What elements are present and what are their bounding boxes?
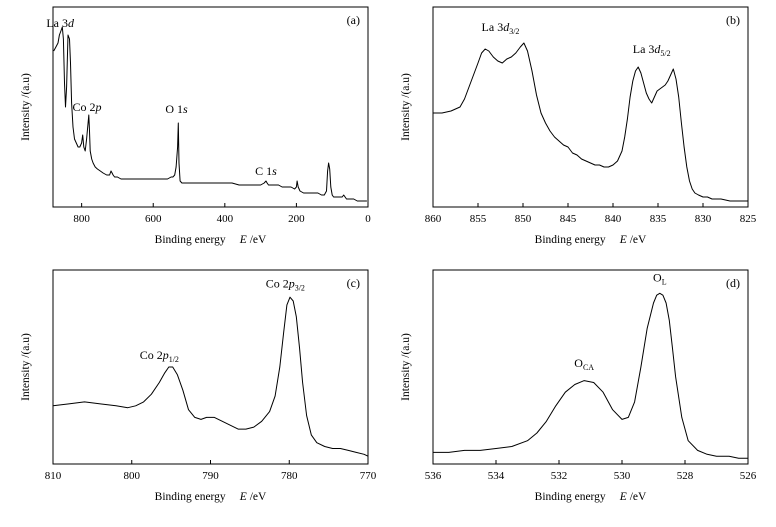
peak-annotation-text: La 3 (633, 42, 655, 56)
x-axis-label-unit: /eV (250, 491, 267, 503)
x-tick-label-b: 825 (740, 213, 757, 225)
x-axis-label-unit: /eV (630, 491, 647, 503)
peak-annotation-subscript: 5/2 (660, 49, 670, 58)
y-axis-label-a: Intensity /(a.u) (20, 73, 32, 141)
x-axis-label-text: Binding energy (155, 234, 226, 246)
peak-annotation-subscript: 3/2 (295, 283, 305, 292)
x-tick-label-c: 780 (281, 470, 298, 482)
x-axis-label-d: Binding energy E/eV (535, 491, 647, 503)
x-tick-label-c: 800 (124, 470, 141, 482)
plot-frame-a (52, 6, 369, 208)
peak-annotation-orbital: s (272, 164, 277, 178)
peak-annotation-orbital: d (654, 42, 661, 56)
x-tick-label-b: 840 (605, 213, 622, 225)
panel-a: 800 600 400 200 0 (a) Intensity /(a.u) Binding … (0, 0, 388, 263)
peak-annotation-text: O (653, 271, 662, 285)
peak-annotation-orbital: d (68, 16, 75, 30)
chart-d: 536 534 532 530 528 526 (d) Intensity /(a.u) Bin… (400, 269, 757, 503)
peak-annotation-d: OL (653, 271, 667, 287)
panel-label-a: (a) (347, 13, 360, 27)
plot-frame-d (432, 269, 749, 465)
peak-annotation-a: C 1s (255, 164, 277, 178)
x-axis-label-c: Binding energy E/eV (155, 491, 267, 503)
peak-annotation-orbital: p (95, 100, 102, 114)
peak-annotation-text: O (574, 356, 583, 370)
x-tick-label-b: 855 (470, 213, 487, 225)
x-tick-label-a: 800 (73, 213, 90, 225)
x-tick-label-a: 600 (145, 213, 162, 225)
peak-annotation-subscript: 3/2 (509, 27, 519, 36)
x-tick-label-d: 536 (425, 470, 442, 482)
spectrum-line-d (433, 292, 748, 459)
peak-annotation-a: La 3d (46, 16, 75, 30)
peak-annotation-subscript: 1/2 (169, 355, 179, 364)
plot-frame-b (432, 6, 749, 208)
peak-annotation-text: La 3 (482, 20, 504, 34)
peak-annotation-b: La 3d3/2 (482, 20, 520, 36)
panel-label-c: (c) (347, 276, 360, 290)
x-tick-label-b: 830 (695, 213, 712, 225)
x-tick-label-a: 200 (288, 213, 305, 225)
chart-c: 810 800 790 780 770 (c) Intensity /(a.u) Bindin… (20, 269, 377, 503)
peak-annotation-text: La 3 (46, 16, 68, 30)
x-tick-label-c: 810 (45, 470, 62, 482)
peak-annotation-orbital: s (183, 102, 188, 116)
peak-annotation-subscript: L (662, 278, 667, 287)
x-tick-label-d: 532 (551, 470, 568, 482)
y-axis-label-c: Intensity /(a.u) (20, 333, 32, 401)
peak-annotation-subscript: CA (583, 363, 594, 372)
x-tick-label-a: 400 (217, 213, 234, 225)
x-axis-label-var: E (619, 491, 627, 503)
x-axis-label-text: Binding energy (155, 491, 226, 503)
x-tick-label-c: 790 (202, 470, 219, 482)
x-tick-label-b: 850 (515, 213, 532, 225)
peak-annotation-orbital: p (288, 276, 295, 290)
peak-annotation-orbital: d (503, 20, 510, 34)
peak-annotation-d: OCA (574, 356, 594, 372)
x-axis-label-text: Binding energy (535, 234, 606, 246)
y-axis-label-d: Intensity /(a.u) (400, 333, 412, 401)
y-axis-label-b: Intensity /(a.u) (400, 73, 412, 141)
x-tick-label-d: 530 (614, 470, 631, 482)
panel-label-b: (b) (726, 13, 740, 27)
peak-annotation-b: La 3d5/2 (633, 42, 671, 58)
peak-annotation-orbital: p (162, 348, 169, 362)
panel-label-d: (d) (726, 276, 740, 290)
spectrum-line-c (52, 296, 369, 457)
peak-annotation-text: O 1 (165, 102, 183, 116)
peak-annotation-c: Co 2p3/2 (266, 276, 305, 292)
x-tick-label-b: 835 (650, 213, 667, 225)
peak-annotation-text: C 1 (255, 164, 272, 178)
x-axis-label-var: E (619, 234, 627, 246)
x-axis-label-unit: /eV (250, 234, 267, 246)
x-tick-label-c: 770 (360, 470, 377, 482)
x-tick-label-a: 0 (365, 213, 371, 225)
peak-annotation-text: Co 2 (72, 100, 95, 114)
peak-annotation-a: O 1s (165, 102, 188, 116)
panel-b: 860 855 850 845 840 835 830 825 (b) Intensity /(a… (388, 0, 776, 263)
x-axis-label-b: Binding energy E/eV (535, 234, 647, 246)
spectrum-line-a (53, 26, 367, 202)
spectrum-line-b (433, 42, 748, 202)
x-tick-label-b: 845 (560, 213, 577, 225)
x-axis-label-a: Binding energy E/eV (155, 234, 267, 246)
plot-frame-c (52, 269, 369, 465)
x-tick-label-b: 860 (425, 213, 442, 225)
x-axis-label-text: Binding energy (535, 491, 606, 503)
peak-annotation-text: Co 2 (266, 276, 289, 290)
peak-annotation-c: Co 2p1/2 (140, 348, 179, 364)
panel-c: 810 800 790 780 770 (c) Intensity /(a.u) Bindin… (0, 263, 388, 527)
x-axis-label-unit: /eV (630, 234, 647, 246)
x-tick-label-d: 528 (677, 470, 694, 482)
x-axis-label-var: E (239, 491, 247, 503)
x-axis-label-var: E (239, 234, 247, 246)
chart-a: 800 600 400 200 0 (a) Intensity /(a.u) Binding … (20, 6, 371, 246)
panel-d: 536 534 532 530 528 526 (d) Intensity /(a.u) Bin… (388, 263, 776, 527)
chart-b: 860 855 850 845 840 835 830 825 (b) Intensity /(a… (400, 6, 757, 246)
peak-annotation-a: Co 2p (72, 100, 101, 114)
x-tick-label-d: 526 (740, 470, 757, 482)
peak-annotation-text: Co 2 (140, 348, 163, 362)
x-tick-label-d: 534 (488, 470, 505, 482)
